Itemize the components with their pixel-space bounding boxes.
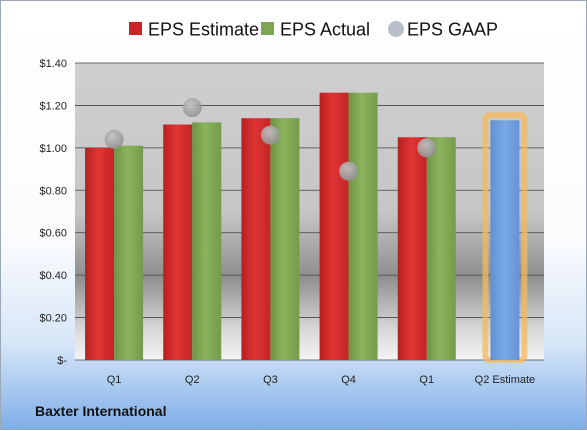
legend-label: EPS Actual <box>280 20 370 40</box>
y-tick-label: $0.80 <box>39 185 67 197</box>
eps-gaap-point <box>417 138 437 158</box>
eps-actual-bar <box>270 118 300 361</box>
y-tick-label: $1.00 <box>39 143 67 155</box>
legend-swatch <box>261 22 274 35</box>
eps-actual-bar <box>348 92 378 360</box>
y-tick-label: $1.20 <box>39 100 67 112</box>
x-tick-label: Q4 <box>341 374 356 386</box>
eps-q2-estimate-bar <box>490 120 520 361</box>
x-tick-label: Q2 <box>185 374 200 386</box>
y-tick-label: $0.60 <box>39 228 67 240</box>
eps-actual-bar <box>426 137 456 360</box>
x-tick-label: Q1 <box>419 374 434 386</box>
eps-estimate-bar <box>85 147 115 360</box>
eps-estimate-bar <box>319 92 349 360</box>
y-tick-label: $0.40 <box>39 270 67 282</box>
eps-gaap-point <box>260 125 280 145</box>
legend-label: EPS GAAP <box>407 20 498 40</box>
eps-estimate-bar <box>163 124 193 361</box>
plot-area <box>75 63 544 360</box>
company-name: Baxter International <box>35 403 167 419</box>
legend-label: EPS Estimate <box>148 20 259 40</box>
x-tick-label: Q2 Estimate <box>475 374 536 386</box>
eps-gaap-point <box>182 98 202 118</box>
eps-estimate-bar <box>241 118 271 361</box>
legend-swatch <box>388 21 404 37</box>
y-tick-label: $- <box>57 355 67 367</box>
legend-swatch <box>129 22 142 35</box>
x-tick-label: Q3 <box>263 374 278 386</box>
y-tick-label: $0.20 <box>39 313 67 325</box>
eps-actual-bar <box>192 122 222 361</box>
eps-gaap-point <box>104 129 124 149</box>
y-tick-label: $1.40 <box>39 58 67 70</box>
eps-estimate-bar <box>397 137 427 360</box>
eps-actual-bar <box>114 145 144 360</box>
eps-gaap-point <box>339 161 359 181</box>
x-tick-label: Q1 <box>107 374 122 386</box>
